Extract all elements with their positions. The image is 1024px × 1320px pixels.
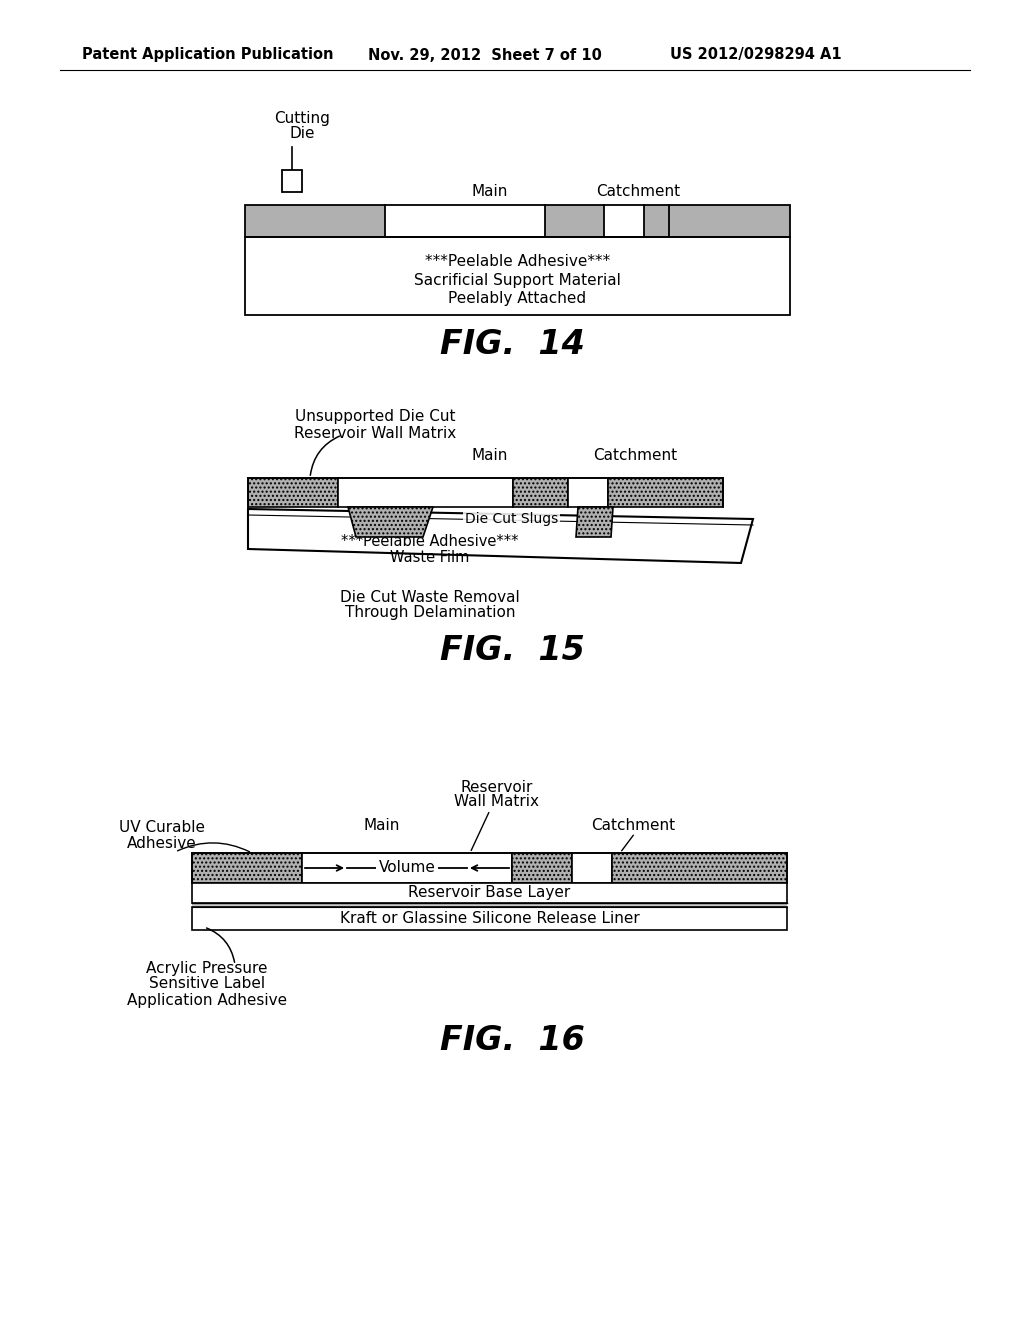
Bar <box>193 853 302 883</box>
Bar <box>568 478 608 507</box>
Bar <box>245 205 790 238</box>
Bar <box>604 205 644 238</box>
Text: ***Peelable Adhesive***: ***Peelable Adhesive*** <box>341 535 519 549</box>
Bar <box>338 478 513 507</box>
Text: Adhesive: Adhesive <box>127 837 197 851</box>
Bar <box>193 883 787 903</box>
Bar <box>245 238 790 315</box>
Text: Reservoir Wall Matrix: Reservoir Wall Matrix <box>294 425 456 441</box>
Text: Kraft or Glassine Silicone Release Liner: Kraft or Glassine Silicone Release Liner <box>340 911 639 927</box>
Text: Reservoir Base Layer: Reservoir Base Layer <box>409 886 570 900</box>
Text: Catchment: Catchment <box>593 447 677 462</box>
Bar <box>385 205 545 238</box>
Text: FIG.  15: FIG. 15 <box>439 634 585 667</box>
Text: Main: Main <box>472 447 508 462</box>
Text: Main: Main <box>364 817 400 833</box>
Bar <box>248 478 338 507</box>
Text: UV Curable: UV Curable <box>119 821 205 836</box>
Text: Peelably Attached: Peelably Attached <box>449 290 587 305</box>
Bar <box>669 205 790 238</box>
Bar <box>608 478 723 507</box>
Text: Through Delamination: Through Delamination <box>345 606 515 620</box>
Text: Sensitive Label: Sensitive Label <box>148 977 265 991</box>
Text: US 2012/0298294 A1: US 2012/0298294 A1 <box>670 48 842 62</box>
Bar <box>612 853 787 883</box>
Bar <box>282 170 302 191</box>
Text: Acrylic Pressure: Acrylic Pressure <box>146 961 267 975</box>
Text: Waste Film: Waste Film <box>390 549 470 565</box>
Bar <box>572 853 612 883</box>
Bar <box>513 478 568 507</box>
Text: Application Adhesive: Application Adhesive <box>127 993 287 1007</box>
Text: Main: Main <box>472 185 508 199</box>
Polygon shape <box>575 507 613 537</box>
Bar <box>245 205 790 238</box>
Polygon shape <box>248 510 753 564</box>
Text: Catchment: Catchment <box>596 185 680 199</box>
Bar <box>193 907 787 931</box>
Text: Cutting: Cutting <box>274 111 330 125</box>
Text: Volume: Volume <box>379 861 435 875</box>
Text: FIG.  14: FIG. 14 <box>439 329 585 362</box>
Text: Die Cut Slugs: Die Cut Slugs <box>465 512 558 525</box>
Bar <box>302 853 512 883</box>
Text: Die: Die <box>289 127 314 141</box>
Polygon shape <box>348 507 433 537</box>
Text: Die Cut Waste Removal: Die Cut Waste Removal <box>340 590 520 605</box>
Bar <box>512 853 572 883</box>
Text: Patent Application Publication: Patent Application Publication <box>82 48 334 62</box>
Text: FIG.  16: FIG. 16 <box>439 1023 585 1056</box>
Text: Unsupported Die Cut: Unsupported Die Cut <box>295 409 456 425</box>
Text: Wall Matrix: Wall Matrix <box>455 795 540 809</box>
Bar <box>193 903 787 907</box>
Text: ***Peelable Adhesive***: ***Peelable Adhesive*** <box>425 255 610 269</box>
Text: Sacrificial Support Material: Sacrificial Support Material <box>414 273 621 289</box>
Text: Catchment: Catchment <box>591 817 675 833</box>
Text: Nov. 29, 2012  Sheet 7 of 10: Nov. 29, 2012 Sheet 7 of 10 <box>368 48 602 62</box>
Text: Reservoir: Reservoir <box>461 780 534 795</box>
